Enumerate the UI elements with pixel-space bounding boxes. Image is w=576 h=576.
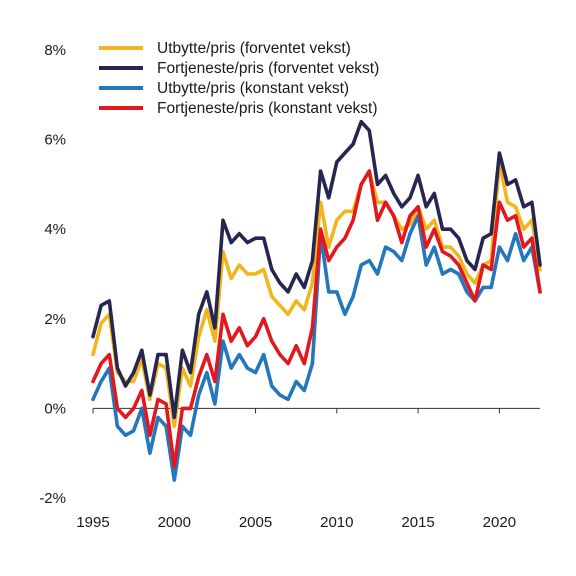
- x-tick-label: 2000: [158, 514, 191, 531]
- series-line-2: [91, 119, 542, 420]
- y-tick-label: 4%: [44, 221, 66, 238]
- x-tick-label: 2020: [483, 514, 516, 531]
- y-axis-ticks: -2% 0% 2% 4% 6% 8%: [39, 42, 66, 507]
- series-group: [91, 119, 542, 482]
- legend-label: Fortjeneste/pris (konstant vekst): [157, 100, 378, 117]
- x-axis-ticks: 1995 2000 2005 2010 2015 2020: [76, 408, 516, 531]
- x-tick-label: 2005: [239, 514, 272, 531]
- x-tick-label: 1995: [76, 514, 109, 531]
- y-tick-label: 8%: [44, 42, 66, 59]
- series-line-4: [91, 169, 542, 469]
- x-tick-label: 2010: [320, 514, 353, 531]
- legend: Utbytte/pris (forventet vekst) Fortjenest…: [99, 40, 379, 117]
- legend-label: Fortjeneste/pris (forventet vekst): [157, 60, 379, 77]
- legend-label: Utbytte/pris (konstant vekst): [157, 80, 349, 97]
- y-tick-label: 6%: [44, 132, 66, 149]
- axes: 1995 2000 2005 2010 2015 2020 -2% 0% 2% 4% 6% 8%: [39, 42, 540, 531]
- y-tick-label: 0%: [44, 400, 66, 417]
- y-tick-label: 2%: [44, 311, 66, 328]
- legend-label: Utbytte/pris (forventet vekst): [157, 40, 351, 57]
- x-tick-label: 2015: [401, 514, 434, 531]
- y-tick-label: -2%: [39, 490, 66, 507]
